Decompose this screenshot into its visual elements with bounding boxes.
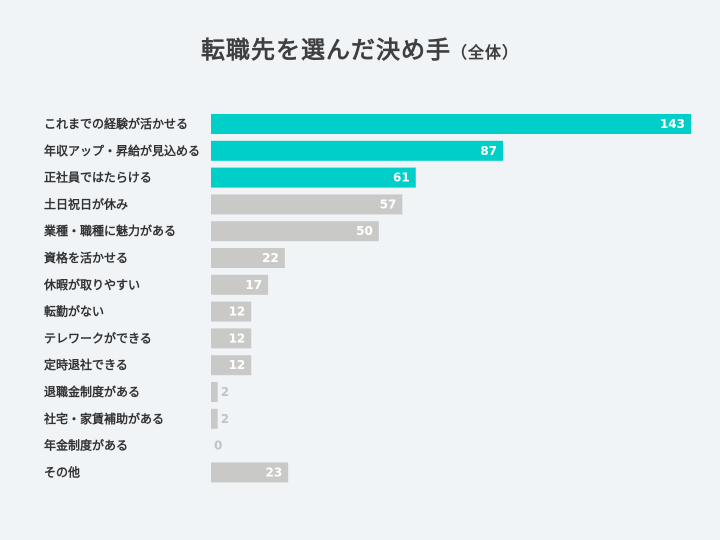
category-label: 正社員ではたらける <box>44 170 152 185</box>
value-label: 22 <box>262 251 279 265</box>
category-label: これまでの経験が活かせる <box>44 116 188 131</box>
bar <box>211 408 218 429</box>
chart-title: 転職先を選んだ決め手（全体） <box>0 30 720 65</box>
category-label: 退職金制度がある <box>44 384 140 399</box>
chart-title-main: 転職先を選んだ決め手 <box>200 36 451 64</box>
category-label: 定時退社できる <box>44 357 128 372</box>
value-label: 2 <box>221 412 229 426</box>
value-label: 61 <box>393 171 410 185</box>
value-label: 12 <box>229 331 246 345</box>
value-label: 17 <box>245 278 262 292</box>
bar <box>211 274 269 295</box>
bar <box>211 221 379 242</box>
chart-title-sub: （全体） <box>450 43 519 62</box>
bar <box>211 114 691 134</box>
category-label: 年収アップ・昇給が見込める <box>44 143 200 158</box>
category-label: 休暇が取りやすい <box>43 277 140 292</box>
value-label: 0 <box>214 439 222 453</box>
category-label: テレワークができる <box>44 330 152 345</box>
bar <box>211 355 252 376</box>
value-label: 23 <box>265 465 282 479</box>
bar <box>211 194 403 215</box>
value-label: 87 <box>480 144 497 158</box>
value-label: 12 <box>229 305 246 319</box>
value-label: 12 <box>229 358 246 372</box>
bar <box>211 382 218 402</box>
bar <box>211 328 252 349</box>
category-label: 資格を活かせる <box>44 250 128 265</box>
value-label: 2 <box>221 385 229 399</box>
value-label: 57 <box>380 197 397 211</box>
category-label: 年金制度がある <box>44 438 128 453</box>
category-label: 土日祝日が休み <box>44 196 128 211</box>
category-label: 社宅・家賃補助がある <box>43 411 164 426</box>
category-label: 業種・職種に魅力がある <box>43 223 176 238</box>
bar <box>211 248 285 268</box>
bar <box>211 167 416 188</box>
value-label: 143 <box>660 117 685 131</box>
category-label: その他 <box>44 464 80 479</box>
bar <box>211 301 252 322</box>
bar <box>211 140 504 161</box>
category-label: 転勤がない <box>44 304 104 319</box>
bar <box>211 462 289 483</box>
value-label: 50 <box>356 224 373 238</box>
